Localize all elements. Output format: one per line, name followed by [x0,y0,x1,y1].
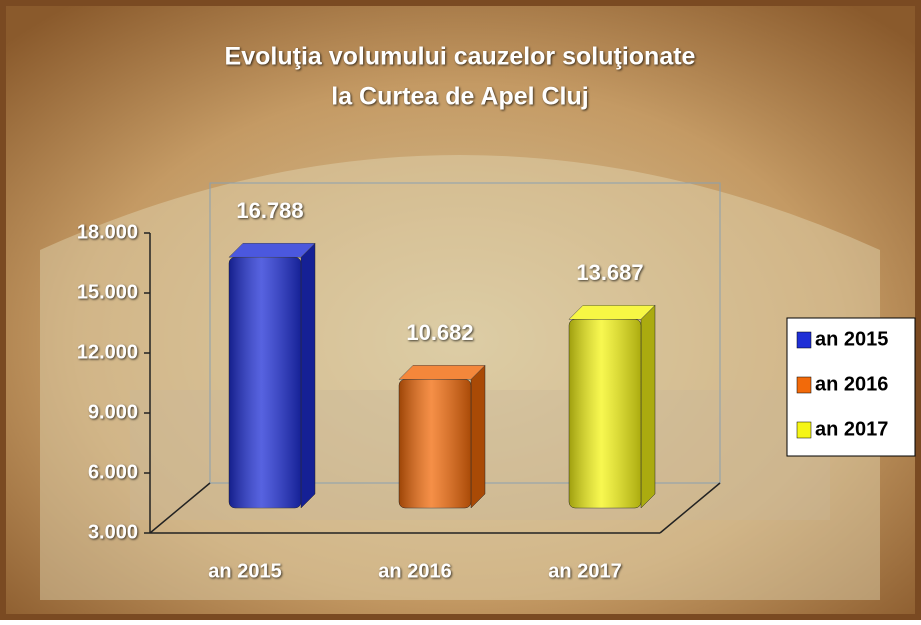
bar-face [229,257,301,508]
x-tick-label: an 2017 [548,560,621,582]
value-label: 13.687 [576,260,643,285]
x-tick-label: an 2015 [208,560,281,582]
y-tick-label: 6.000 [88,461,138,483]
value-label: 16.788 [236,198,303,223]
value-label: 10.682 [406,320,473,345]
bar-face [569,305,655,319]
bar-face [229,243,315,257]
legend-swatch [797,332,811,348]
legend-label: an 2016 [815,373,888,395]
legend-swatch [797,422,811,438]
bar-face [301,243,315,508]
y-tick-label: 15.000 [77,281,138,303]
x-tick-label: an 2016 [378,560,451,582]
y-tick-label: 12.000 [77,341,138,363]
legend-label: an 2015 [815,328,888,350]
chart-title: Evoluţia volumului cauzelor soluţionate [225,43,696,71]
bar-face [641,305,655,508]
y-tick-label: 9.000 [88,401,138,423]
y-tick-label: 3.000 [88,521,138,543]
bar-face [399,365,485,379]
bar [399,365,485,508]
legend-label: an 2017 [815,418,888,440]
y-tick-label: 18.000 [77,221,138,243]
chart-title: la Curtea de Apel Cluj [331,83,588,111]
bar-face [569,319,641,508]
bar-face [399,379,471,508]
bar [229,243,315,508]
bar [569,305,655,508]
bar-face [471,365,485,508]
chart: Evoluţia volumului cauzelor soluţionate … [0,0,921,620]
legend-swatch [797,377,811,393]
